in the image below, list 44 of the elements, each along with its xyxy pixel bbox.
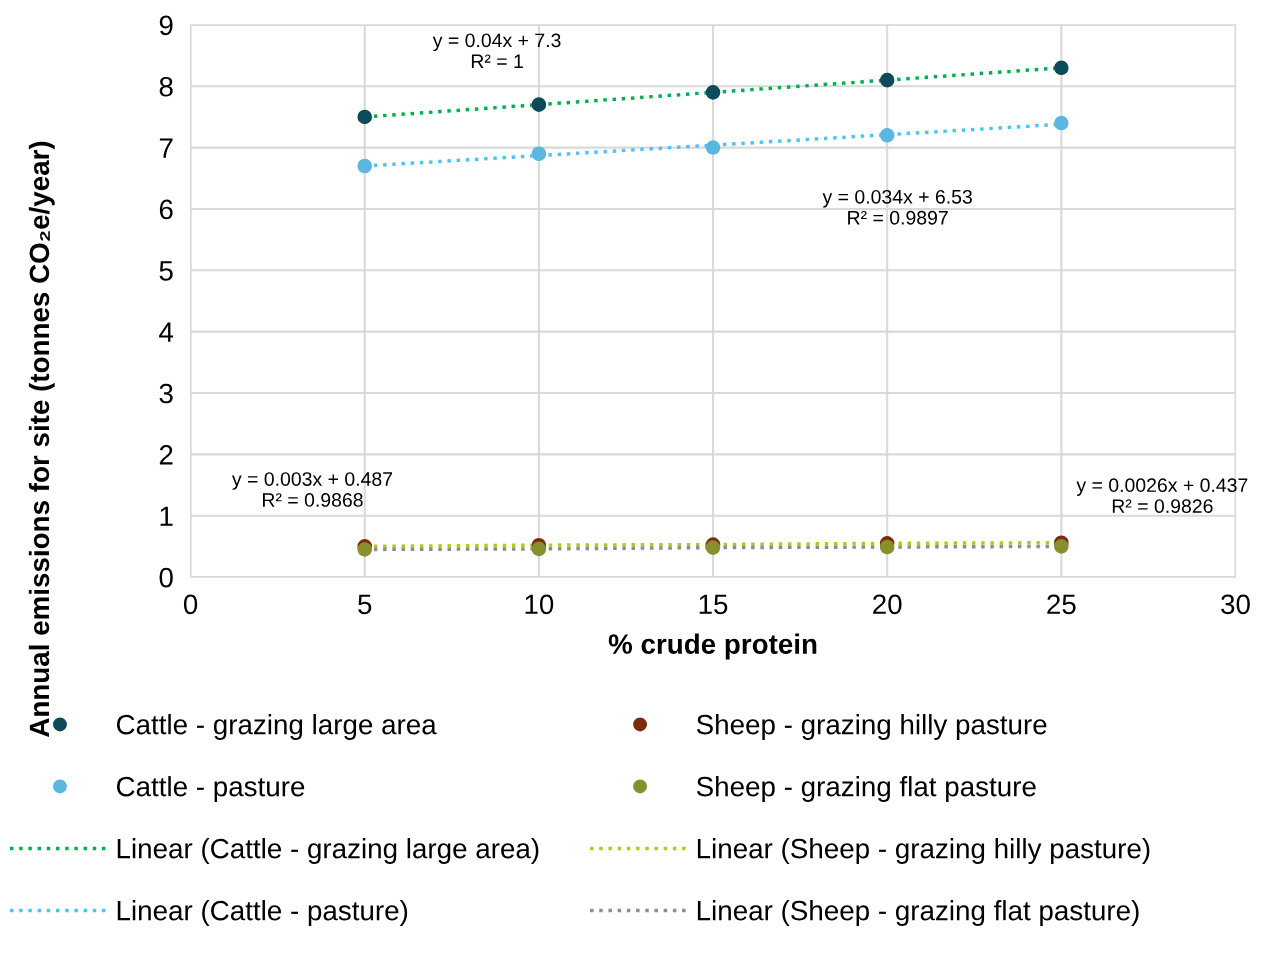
point	[879, 72, 895, 88]
annotation: y = 0.04x + 7.3 R² = 1	[432, 33, 561, 68]
point	[879, 539, 895, 555]
point	[705, 85, 721, 100]
point	[357, 109, 373, 125]
y-tick-label: 0	[159, 567, 173, 588]
y-tick-label: 3	[159, 383, 173, 404]
y-tick-label: 9	[159, 15, 173, 36]
point	[531, 97, 547, 112]
point	[357, 158, 373, 174]
legend-label: Linear (Sheep - grazing flat pasture)	[697, 900, 1139, 926]
point	[531, 146, 547, 162]
point	[879, 128, 895, 143]
legend-label: Linear (Cattle - pasture)	[117, 900, 408, 926]
legend-label: Cattle - pasture	[116, 776, 305, 802]
legend-label: Linear (Cattle - grazing large area)	[117, 838, 539, 864]
x-tick-label: 0	[183, 594, 198, 615]
x-tick-label: 25	[1047, 594, 1076, 615]
annotation: y = 0.034x + 6.53 R² = 0.9897	[822, 189, 972, 225]
legend-label: Cattle - grazing large area	[116, 714, 437, 740]
y-tick-label: 8	[159, 76, 173, 97]
y-axis-title: Annual emissions for site (tonnes CO₂e/year)	[28, 141, 55, 737]
point	[705, 140, 721, 155]
point	[1054, 60, 1069, 76]
point	[1054, 539, 1069, 554]
y-tick-label: 5	[159, 261, 173, 281]
y-tick-label: 6	[159, 199, 173, 220]
x-tick-label: 10	[525, 594, 554, 615]
point	[531, 541, 547, 557]
y-tick-label: 2	[159, 445, 173, 465]
annotation: y = 0.0026x + 0.437 R² = 0.9826	[1076, 478, 1248, 513]
legend-label: Linear (Sheep - grazing hilly pasture)	[697, 838, 1150, 864]
y-tick-label: 1	[160, 506, 173, 526]
x-tick-label: 15	[699, 594, 728, 615]
x-axis-title: % crude protein	[608, 633, 817, 660]
legend-label: Sheep - grazing hilly pasture	[696, 714, 1047, 740]
x-tick-label: 20	[873, 594, 902, 615]
y-tick-label: 4	[159, 322, 174, 342]
point	[1054, 115, 1069, 131]
annotation: y = 0.003x + 0.487 R² = 0.9868	[231, 472, 393, 507]
x-tick-label: 5	[358, 594, 372, 615]
y-tick-label: 7	[159, 138, 173, 158]
x-tick-label: 30	[1221, 594, 1250, 615]
legend-label: Sheep - grazing flat pasture	[696, 776, 1036, 802]
